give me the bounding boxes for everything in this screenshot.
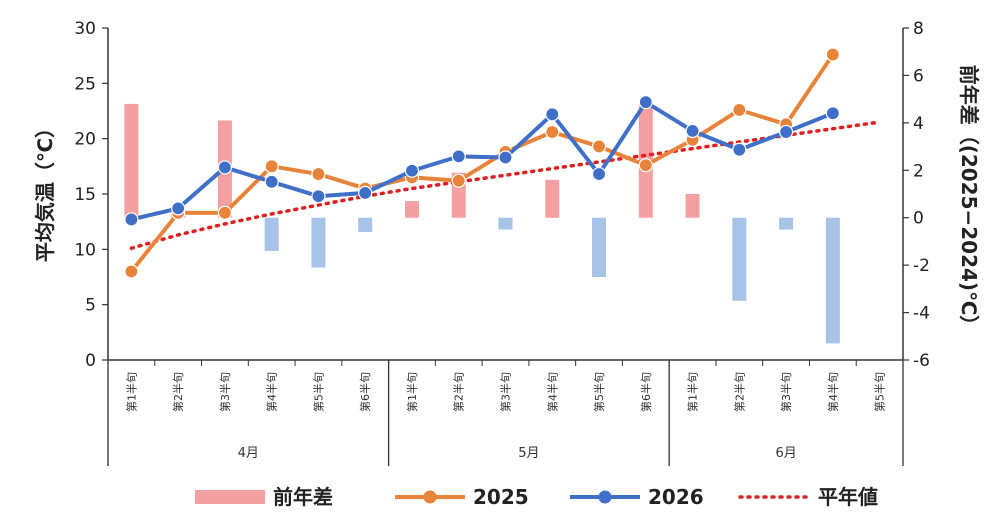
- group-label: 4月: [238, 446, 259, 461]
- bar-diff-12: [685, 194, 700, 218]
- x-tick-label: 第1半旬: [686, 372, 700, 412]
- x-tick-label: 第2半旬: [732, 372, 746, 412]
- y-tick-label: 25: [74, 74, 96, 94]
- series-2025-line: [129, 53, 835, 273]
- y2-tick-label: -6: [913, 351, 930, 371]
- series-2025-point-13: [732, 102, 747, 117]
- legend-label-trend: 平年値: [818, 485, 878, 509]
- y-tick-label: 10: [74, 240, 96, 260]
- y-tick-label: 5: [85, 296, 96, 316]
- bar-diff-14: [779, 217, 794, 230]
- x-tick-label: 第5半旬: [592, 372, 606, 412]
- x-tick-label: 第3半旬: [779, 372, 793, 412]
- y2-tick-label: -2: [913, 256, 930, 276]
- series-2026-point-13: [732, 142, 747, 157]
- bar-diff-15: [825, 217, 840, 344]
- y2-tick-label: 4: [913, 114, 924, 134]
- series-2026-point-3: [264, 174, 279, 189]
- group-label: 5月: [518, 446, 539, 461]
- legend: 前年差 2025 2026 平年値: [195, 485, 878, 509]
- series-2026-point-12: [685, 123, 700, 139]
- series-2025-point-9: [545, 124, 560, 140]
- legend-marker-2026: [598, 490, 612, 504]
- bar-diff-0: [124, 103, 139, 218]
- y2-tick-label: 6: [913, 66, 924, 86]
- series-2025-point-4: [311, 166, 326, 182]
- series-2025-point-15: [825, 47, 840, 62]
- bar-diff-9: [545, 179, 560, 218]
- series-2026-point-4: [311, 189, 326, 204]
- bar-diff-10: [592, 217, 607, 277]
- x-tick-label: 第4半旬: [265, 372, 279, 412]
- series-2026-point-10: [591, 166, 607, 182]
- series-2026-point-11: [638, 95, 653, 110]
- bar-diff-6: [404, 201, 419, 218]
- x-tick-label: 第1半旬: [405, 372, 419, 412]
- x-tick-label: 第6半旬: [358, 372, 372, 412]
- series-2026-point-2: [217, 160, 233, 175]
- series-2026-point-5: [358, 185, 373, 200]
- y2-tick-label: -4: [913, 304, 930, 324]
- x-tick-label: 第4半旬: [826, 372, 840, 412]
- x-tick-label: 第2半旬: [452, 372, 466, 412]
- y-tick-label: 30: [74, 19, 96, 39]
- y2-axis-title: 前年差（(2025−2024)℃）: [957, 65, 981, 336]
- legend-label-2025: 2025: [473, 485, 529, 509]
- legend-label-bar: 前年差: [273, 485, 333, 509]
- x-tick-label: 第5半旬: [311, 372, 325, 412]
- x-tick-label: 第3半旬: [218, 372, 232, 412]
- y2-tick-label: 2: [913, 161, 924, 181]
- legend-swatch-diff: [195, 490, 265, 504]
- series-2026-point-15: [825, 106, 840, 121]
- bar-diff-4: [311, 217, 326, 268]
- series-2026-point-8: [498, 150, 513, 165]
- x-tick-label: 第5半旬: [873, 372, 887, 412]
- y-tick-label: 0: [85, 351, 96, 371]
- legend-marker-2025: [423, 490, 437, 504]
- series-2025-point-0: [124, 264, 139, 279]
- x-tick-label: 第3半旬: [499, 372, 513, 412]
- y-tick-label: 15: [74, 185, 96, 205]
- series-2026-point-9: [545, 107, 560, 122]
- series-2026-point-1: [171, 201, 186, 216]
- series-2026-point-14: [778, 124, 794, 140]
- x-tick-label: 第4半旬: [545, 372, 559, 412]
- series-2025-point-11: [638, 158, 653, 173]
- x-tick-label: 第6半旬: [639, 372, 653, 412]
- x-tick-label: 第1半旬: [124, 372, 138, 412]
- bar-diff-3: [264, 217, 279, 251]
- bar-diff-8: [498, 217, 513, 230]
- series-2026-point-7: [451, 149, 466, 164]
- series-2026-point-6: [404, 163, 420, 178]
- x-tick-label: 第2半旬: [171, 372, 185, 412]
- series-2026-line: [130, 100, 834, 222]
- y2-tick-label: 8: [913, 19, 924, 39]
- series-2025-point-10: [591, 139, 607, 154]
- series-2025-point-7: [451, 173, 466, 188]
- y2-tick-label: 0: [913, 209, 924, 229]
- bar-diff-5: [358, 217, 373, 232]
- bar-diff-13: [732, 217, 747, 301]
- y-axis-title: 平均気温（℃）: [33, 118, 57, 262]
- axes-layer: 0 5 10 15 20 25 30 -6 -4 -2 0 2 4 6 8: [74, 19, 930, 371]
- group-label: 6月: [775, 446, 796, 461]
- series-2025-point-3: [264, 159, 279, 174]
- lines-layer: [124, 47, 882, 279]
- y-tick-label: 20: [74, 130, 96, 150]
- series-2025-point-2: [217, 205, 233, 220]
- series-trend-line: [129, 120, 882, 250]
- series-2026-point-0: [124, 212, 139, 227]
- legend-label-2026: 2026: [648, 485, 704, 509]
- category-labels: 第1半旬 第2半旬 第3半旬 第4半旬 第5半旬 第6半旬 第1半旬 第2半旬 第3半旬 第4半旬…: [107, 360, 904, 466]
